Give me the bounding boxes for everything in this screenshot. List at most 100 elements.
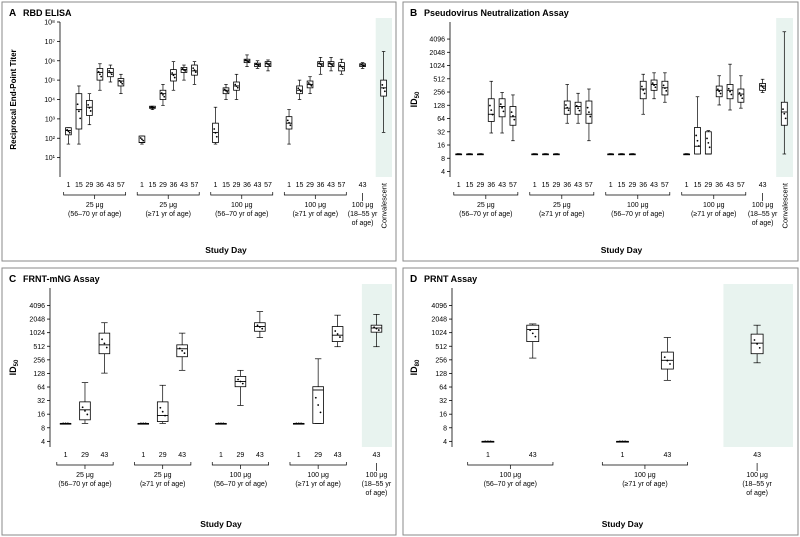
data-point <box>88 107 91 109</box>
group-age-label: (18–55 yr <box>748 211 778 218</box>
x-tick-label: 29 <box>552 182 560 189</box>
data-point <box>513 118 516 121</box>
y-axis-label-subscript: 50 <box>415 91 421 98</box>
box <box>138 135 146 145</box>
data-point <box>300 422 302 425</box>
y-tick-label: 128 <box>433 103 445 110</box>
box <box>233 73 240 100</box>
group-dose-label: 100 μg <box>231 202 253 209</box>
x-tick-label: 57 <box>509 182 517 189</box>
box <box>317 56 324 75</box>
y-tick-label: 8 <box>441 156 445 163</box>
x-tick-label: 1 <box>533 182 537 189</box>
data-point <box>382 87 385 90</box>
data-point <box>328 62 331 65</box>
box <box>498 92 506 134</box>
data-point <box>457 153 460 155</box>
y-axis-label-main: ID <box>409 366 419 376</box>
data-point <box>727 87 730 90</box>
data-point <box>105 346 108 349</box>
box <box>234 369 247 406</box>
group-dose-label: 100 μg <box>703 202 725 209</box>
x-tick-label: 1 <box>685 182 689 189</box>
y-tick-label: 4096 <box>429 37 445 44</box>
x-tick-label: 57 <box>585 182 593 189</box>
group-age-label: (56–70 yr of age) <box>484 481 537 488</box>
data-point <box>217 422 220 425</box>
data-point <box>373 326 376 329</box>
data-point <box>334 330 337 332</box>
data-point <box>499 103 502 106</box>
x-tick-label: 36 <box>170 182 178 189</box>
box <box>156 384 169 424</box>
group-bracket: 100 μg (56–70 yr of age) <box>210 192 274 218</box>
x-tick-label: 15 <box>222 182 230 189</box>
y-tick-label: 1024 <box>431 330 447 337</box>
box <box>65 127 72 145</box>
y-tick-label: 4 <box>443 439 447 446</box>
x-tick-label: Convalescent <box>780 182 789 228</box>
data-point <box>99 73 101 76</box>
data-point <box>247 60 250 63</box>
data-point <box>256 324 259 327</box>
box <box>292 422 305 425</box>
group-bracket: 25 μg (≥71 yr of age) <box>529 192 595 218</box>
data-point <box>491 113 494 116</box>
group-bracket: 100 μg (56–70 yr of age) <box>211 462 269 488</box>
data-point <box>89 110 92 112</box>
y-axis-label-subscript: 50 <box>14 359 20 366</box>
x-tick-label: 29 <box>704 182 712 189</box>
bracket-line <box>136 192 200 196</box>
group-bracket: 100 μg (18–55 yr of age) <box>348 193 378 227</box>
group-age-label-cont: of age) <box>366 490 388 497</box>
data-point <box>531 332 534 335</box>
x-tick-label: 57 <box>117 182 125 189</box>
data-point <box>160 92 163 94</box>
y-tick-label: 2048 <box>431 317 447 324</box>
box <box>466 153 473 156</box>
data-point <box>222 422 225 425</box>
x-tick-label: 57 <box>191 182 199 189</box>
x-tick-label: 43 <box>663 452 671 459</box>
data-point <box>566 106 569 109</box>
x-tick-label: 1 <box>219 452 223 459</box>
group-age-label: (56–70 yr of age) <box>68 211 121 218</box>
group-bracket: 25 μg (≥71 yr of age) <box>136 192 200 218</box>
box <box>215 422 227 425</box>
group-age-label: (≥71 yr of age) <box>140 481 185 488</box>
data-point <box>237 378 239 381</box>
y-tick-label: 256 <box>33 357 45 364</box>
data-point <box>336 333 339 335</box>
x-tick-label: 57 <box>264 182 272 189</box>
box <box>176 332 188 371</box>
data-point <box>184 70 187 72</box>
group-age-label-cont: of age) <box>352 220 374 227</box>
data-point <box>258 326 261 328</box>
x-tick-label: 1 <box>66 182 70 189</box>
data-point <box>297 87 300 90</box>
group-age-label-cont: of age) <box>752 220 774 227</box>
bracket-line <box>681 192 747 196</box>
x-tick-label: 43 <box>759 182 767 189</box>
group-dose-label: 100 μg <box>634 472 656 479</box>
data-point <box>64 422 67 425</box>
data-point <box>490 109 493 111</box>
y-tick-label: 32 <box>437 129 445 136</box>
data-point <box>758 346 761 349</box>
data-point <box>608 153 611 155</box>
box <box>526 323 540 359</box>
data-point <box>484 440 487 443</box>
box <box>455 153 463 156</box>
box <box>306 76 314 95</box>
group-bracket: 100 μg (56–70 yr of age) <box>467 462 554 488</box>
x-tick-label: 43 <box>107 182 115 189</box>
group-dose-label: 100 μg <box>627 202 649 209</box>
data-point <box>761 86 764 88</box>
group-dose-label: 100 μg <box>366 472 388 479</box>
data-point <box>183 69 185 71</box>
data-point <box>178 347 181 350</box>
x-tick-label: 43 <box>180 182 188 189</box>
data-point <box>669 363 671 365</box>
x-tick-label: 43 <box>254 182 262 189</box>
y-tick-label: 512 <box>435 344 447 351</box>
